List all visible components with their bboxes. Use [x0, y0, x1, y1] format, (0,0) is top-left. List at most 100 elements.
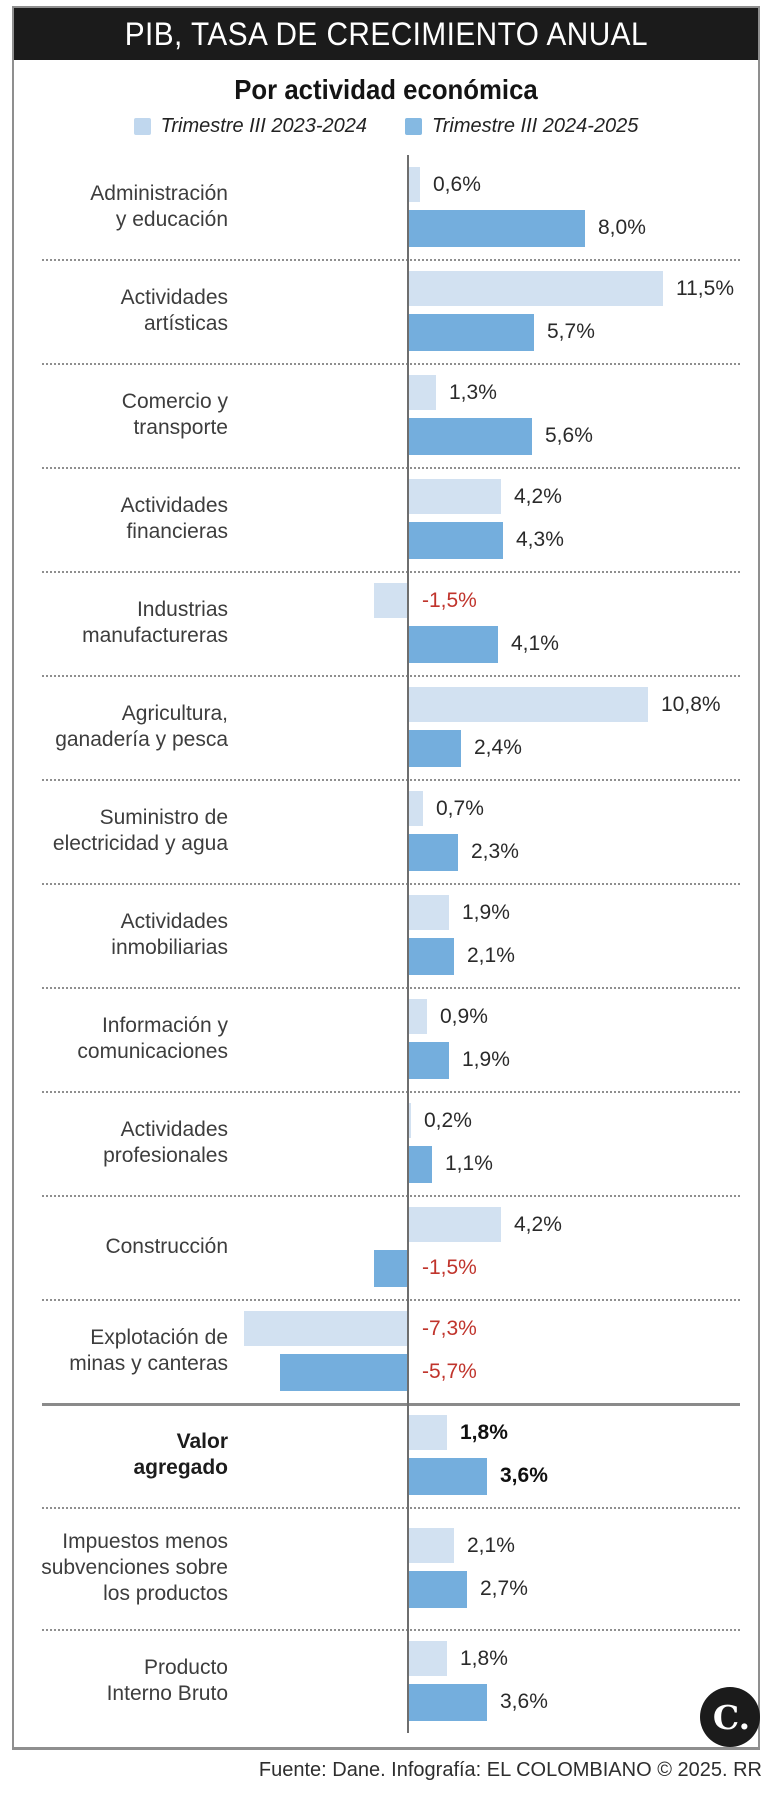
bar-trimestre-2023-2024 — [407, 1207, 501, 1242]
chart-row: Suministro de electricidad y agua 0,7% 2,3% — [14, 779, 758, 883]
chart-subtitle: Por actividad económica — [234, 74, 538, 105]
category-label-line: inmobiliarias — [111, 936, 228, 959]
chart-frame: PIB, TASA DE CRECIMIENTO ANUAL Por activ… — [12, 6, 760, 1750]
category-label: Valor agregado — [14, 1429, 228, 1481]
category-label-line: Actividades — [120, 910, 228, 933]
bar-trimestre-2023-2024 — [374, 583, 407, 618]
bar-trimestre-2024-2025 — [407, 938, 454, 975]
category-label: Construcción — [14, 1234, 228, 1260]
category-label-line: Suministro de — [99, 806, 228, 829]
value-label-2024-2025: 4,1% — [511, 632, 559, 655]
value-label-2023-2024: 0,9% — [440, 1005, 488, 1028]
category-label-line: Comercio y — [121, 390, 228, 413]
bar-trimestre-2024-2025 — [407, 1684, 487, 1721]
bar-trimestre-2024-2025 — [407, 210, 585, 247]
category-label-line: los productos — [103, 1582, 228, 1605]
category-label: Explotación de minas y canteras — [14, 1325, 228, 1377]
bar-trimestre-2023-2024 — [407, 1641, 447, 1676]
page-title: PIB, TASA DE CRECIMIENTO ANUAL — [124, 15, 648, 52]
value-label-2023-2024: 1,9% — [462, 901, 510, 924]
value-label-2024-2025: -5,7% — [422, 1360, 477, 1383]
category-label: Información y comunicaciones — [14, 1013, 228, 1065]
value-label-2024-2025: 8,0% — [598, 216, 646, 239]
category-label-line: Explotación de — [90, 1326, 228, 1349]
bar-trimestre-2023-2024 — [407, 1103, 411, 1138]
value-label-2024-2025: 1,1% — [445, 1152, 493, 1175]
value-label-2024-2025: 4,3% — [516, 528, 564, 551]
bar-trimestre-2024-2025 — [407, 1458, 487, 1495]
bar-trimestre-2023-2024 — [407, 271, 663, 306]
chart-row: Actividades inmobiliarias 1,9% 2,1% — [14, 883, 758, 987]
value-label-2024-2025: 2,4% — [474, 736, 522, 759]
bar-trimestre-2023-2024 — [407, 895, 449, 930]
bar-trimestre-2023-2024 — [407, 479, 501, 514]
legend-item-2024-2025: Trimestre III 2024-2025 — [405, 115, 638, 138]
category-label-line: subvenciones sobre — [41, 1556, 228, 1579]
chart-row: Actividades financieras 4,2% 4,3% — [14, 467, 758, 571]
value-label-2023-2024: 11,5% — [676, 277, 734, 300]
legend-swatch-2024-2025-icon — [405, 118, 422, 135]
category-label-line: Actividades — [120, 1118, 228, 1141]
bar-trimestre-2024-2025 — [407, 522, 503, 559]
bar-trimestre-2023-2024 — [407, 999, 427, 1034]
category-label-line: Producto — [143, 1656, 228, 1679]
category-label: Suministro de electricidad y agua — [14, 805, 228, 857]
chart-row: Actividades artísticas 11,5% 5,7% — [14, 259, 758, 363]
chart-row: Construcción 4,2% -1,5% — [14, 1195, 758, 1299]
bar-trimestre-2024-2025 — [407, 1146, 432, 1183]
bar-trimestre-2024-2025 — [374, 1250, 407, 1287]
value-label-2024-2025: 3,6% — [500, 1464, 548, 1487]
chart-row: Actividades profesionales 0,2% 1,1% — [14, 1091, 758, 1195]
brand-logo: C. — [700, 1687, 760, 1747]
chart-row: Valor agregado 1,8% 3,6% — [14, 1403, 758, 1507]
value-label-2024-2025: 5,6% — [545, 424, 593, 447]
legend-item-2023-2024: Trimestre III 2023-2024 — [133, 115, 367, 138]
brand-logo-text: C. — [712, 1697, 751, 1737]
chart-row: Información y comunicaciones 0,9% 1,9% — [14, 987, 758, 1091]
category-label: Actividades artísticas — [14, 285, 228, 337]
legend-label: Trimestre III 2023-2024 — [160, 115, 367, 137]
bar-trimestre-2023-2024 — [407, 791, 423, 826]
bar-trimestre-2024-2025 — [280, 1354, 407, 1391]
category-label-line: y educación — [115, 208, 228, 231]
category-label-line: minas y canteras — [69, 1352, 228, 1375]
category-label-line: Industrias — [136, 598, 228, 621]
category-label: Agricultura, ganadería y pesca — [14, 701, 228, 753]
category-label: Actividades inmobiliarias — [14, 909, 228, 961]
value-label-2024-2025: 2,7% — [480, 1577, 528, 1600]
value-label-2024-2025: -1,5% — [422, 1256, 477, 1279]
value-label-2023-2024: 4,2% — [514, 1213, 562, 1236]
category-label-line: Impuestos menos — [62, 1530, 228, 1553]
value-label-2023-2024: -1,5% — [422, 589, 477, 612]
bar-trimestre-2024-2025 — [407, 314, 534, 351]
value-label-2023-2024: 10,8% — [661, 693, 721, 716]
chart-row: Explotación de minas y canteras -7,3% -5,7% — [14, 1299, 758, 1403]
bar-trimestre-2024-2025 — [407, 1571, 467, 1608]
bar-chart: Administración y educación 0,6% 8,0% Activid… — [14, 155, 758, 1733]
value-label-2024-2025: 3,6% — [500, 1690, 548, 1713]
chart-row: Agricultura, ganadería y pesca 10,8% 2,4% — [14, 675, 758, 779]
value-label-2023-2024: 4,2% — [514, 485, 562, 508]
bar-trimestre-2023-2024 — [244, 1311, 407, 1346]
value-label-2023-2024: -7,3% — [422, 1317, 477, 1340]
chart-row: Administración y educación 0,6% 8,0% — [14, 155, 758, 259]
legend-label: Trimestre III 2024-2025 — [432, 115, 639, 137]
legend-swatch-2023-2024-icon — [133, 118, 151, 135]
chart-row: Producto Interno Bruto 1,8% 3,6% — [14, 1629, 758, 1733]
bar-trimestre-2024-2025 — [407, 834, 458, 871]
bar-trimestre-2024-2025 — [407, 626, 498, 663]
category-label-line: Administración — [90, 182, 228, 205]
bar-trimestre-2023-2024 — [407, 1528, 454, 1563]
category-label-line: financieras — [126, 520, 228, 543]
bar-trimestre-2024-2025 — [407, 730, 461, 767]
category-label: Administración y educación — [14, 181, 228, 233]
category-label-line: Agricultura, — [121, 702, 228, 725]
category-label: Comercio y transporte — [14, 389, 228, 441]
value-label-2023-2024: 1,3% — [449, 381, 497, 404]
category-label-line: artísticas — [143, 312, 228, 335]
chart-row: Impuestos menos subvenciones sobre los pro… — [14, 1507, 758, 1629]
bar-trimestre-2024-2025 — [407, 1042, 449, 1079]
category-label: Actividades financieras — [14, 493, 228, 545]
category-label-line: profesionales — [103, 1144, 228, 1167]
chart-row: Comercio y transporte 1,3% 5,6% — [14, 363, 758, 467]
